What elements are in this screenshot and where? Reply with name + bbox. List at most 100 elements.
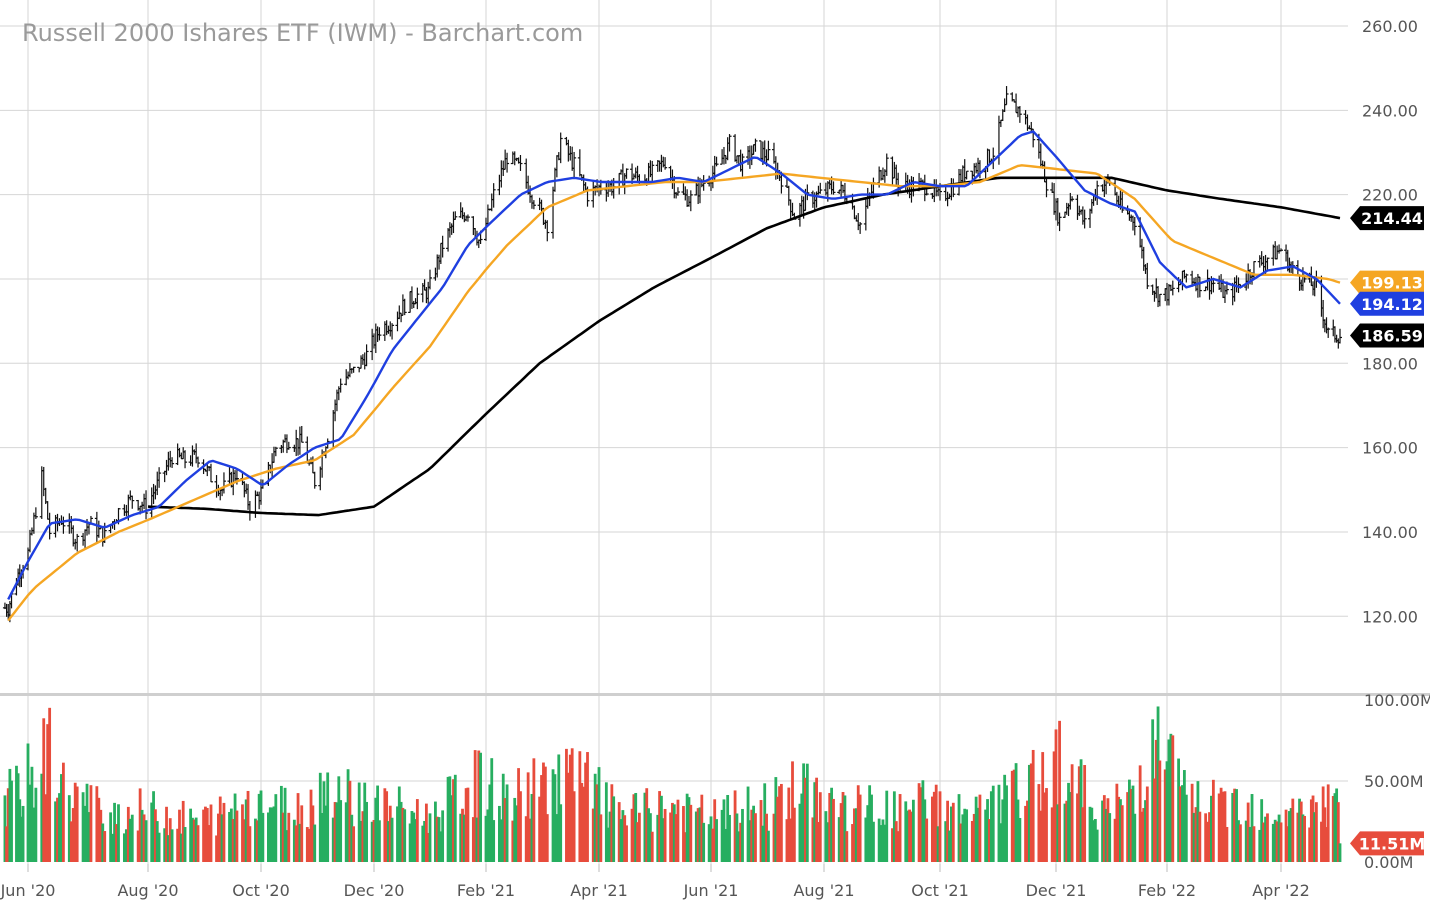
volume-bar <box>526 772 530 862</box>
volume-bar <box>1260 799 1264 862</box>
volume-bar <box>3 795 7 862</box>
volume-bar <box>414 819 417 862</box>
volume-bar <box>619 819 623 862</box>
volume-bar <box>348 780 352 862</box>
volume-bar <box>597 767 601 862</box>
volume-bar <box>1043 792 1046 862</box>
volume-bar <box>800 793 804 862</box>
volume-bar <box>813 782 817 862</box>
volume-bar <box>772 813 776 862</box>
volume-bar <box>1323 807 1327 862</box>
volume-bar <box>765 813 768 862</box>
volume-bar <box>34 787 38 862</box>
volume-bar <box>473 750 477 862</box>
volume-bar <box>530 793 534 862</box>
volume-bar <box>519 791 522 862</box>
volume-bar <box>415 799 419 862</box>
volume-bar <box>532 758 536 862</box>
volume-bar <box>595 784 599 862</box>
volume-bar <box>911 799 915 862</box>
volume-bar <box>1325 827 1328 862</box>
volume-bar <box>582 786 586 862</box>
volume-bar <box>1065 800 1069 862</box>
volume-bar <box>136 830 140 862</box>
volume-bar <box>970 820 974 862</box>
volume-bar <box>1129 789 1133 862</box>
volume-bar <box>1335 788 1339 862</box>
volume-bar <box>877 818 881 862</box>
volume-bar <box>292 819 296 862</box>
volume-bar <box>828 792 832 862</box>
volume-bar <box>517 768 520 862</box>
volume-bar <box>891 828 894 862</box>
ma-50-value-tag-shape <box>1350 270 1424 295</box>
ma-50-value-tag-text: 199.13 <box>1361 274 1423 293</box>
volume-bar <box>948 830 951 862</box>
volume-bar <box>279 785 283 862</box>
volume-bar <box>707 824 711 862</box>
volume-bar <box>761 825 765 862</box>
volume-bar <box>499 819 503 862</box>
volume-bar <box>726 794 730 862</box>
volume-bar <box>287 812 291 862</box>
volume-bar <box>194 817 198 862</box>
volume-bar <box>8 768 12 862</box>
volume-bar <box>320 812 324 862</box>
volume-bar <box>69 821 73 862</box>
volume-bar <box>872 821 875 862</box>
y-tick-label: 240.00 <box>1362 101 1418 120</box>
volume-bar <box>1119 799 1122 862</box>
volume-bar <box>866 805 870 862</box>
volume-bar <box>853 808 856 862</box>
volume-bar <box>724 828 728 862</box>
volume-bar <box>138 788 142 862</box>
volume-bar <box>168 818 172 862</box>
volume-bar <box>733 790 737 862</box>
volume-bar <box>625 825 628 862</box>
volume-bar <box>1117 796 1121 862</box>
volume-bar <box>1167 739 1171 862</box>
volume-bar <box>428 813 432 862</box>
volume-bar <box>709 816 713 862</box>
volume-bar <box>1296 812 1300 862</box>
volume-bar <box>997 784 1001 862</box>
volume-bar <box>191 817 194 862</box>
volume-bar <box>923 799 927 862</box>
volume-bar <box>73 782 77 862</box>
volume-bar <box>1001 799 1005 862</box>
volume-bar <box>1331 796 1335 862</box>
volume-bar <box>858 794 862 862</box>
volume-bar <box>1248 826 1252 862</box>
volume-bar <box>1165 761 1169 862</box>
volume-bar <box>663 808 667 862</box>
volume-bar <box>763 783 767 862</box>
volume-bar <box>437 817 441 862</box>
volume-bar <box>856 785 860 862</box>
volume-tick-label: 100.00M <box>1364 691 1430 710</box>
volume-bar <box>1108 813 1112 862</box>
volume-bar <box>789 818 793 862</box>
volume-bar <box>1208 812 1211 862</box>
volume-bar <box>925 818 929 862</box>
volume-bar <box>1223 791 1227 862</box>
ma-20-value-tag-shape <box>1350 291 1424 316</box>
volume-bar <box>1273 819 1277 862</box>
volume-bar <box>318 772 322 862</box>
volume-bar <box>222 802 226 862</box>
volume-bar <box>896 831 900 862</box>
volume-bar <box>1163 769 1167 862</box>
volume-bar <box>1198 811 1202 862</box>
volume-bar <box>101 823 105 862</box>
volume-bar <box>674 814 678 862</box>
volume-bar <box>1177 758 1180 862</box>
volume-bar <box>720 809 724 862</box>
volume-bar <box>672 804 676 862</box>
volume-bar <box>124 829 128 862</box>
volume-tick-label: 50.00M <box>1364 772 1424 791</box>
volume-bar <box>157 832 161 862</box>
volume-bar <box>344 802 348 862</box>
volume-bar <box>397 786 401 862</box>
x-tick-label: Aug '21 <box>793 881 854 900</box>
volume-bar <box>21 805 25 862</box>
volume-bar <box>235 810 239 862</box>
